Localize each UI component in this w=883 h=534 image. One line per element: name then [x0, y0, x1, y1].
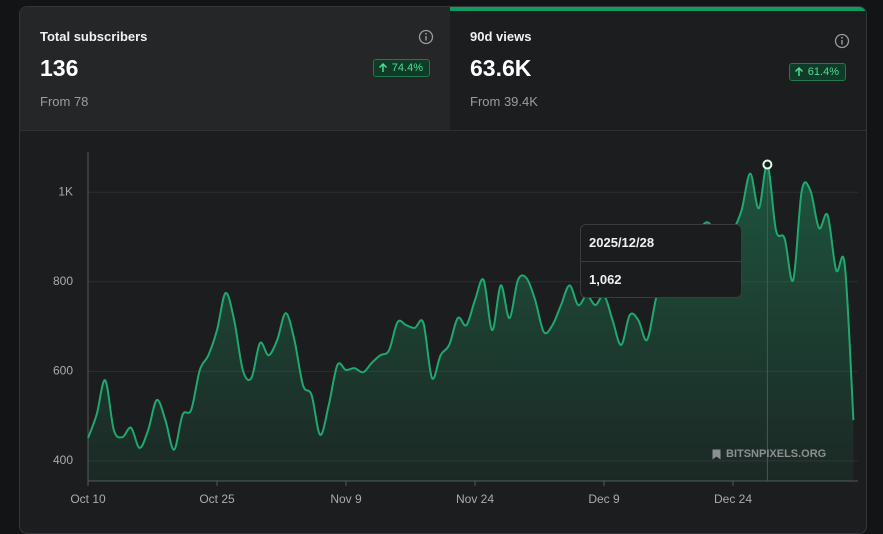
card-from: From 39.4K — [470, 94, 538, 109]
tooltip-date: 2025/12/28 — [589, 235, 655, 250]
change-text: 61.4% — [807, 66, 839, 78]
stat-card[interactable]: 90d views 63.6K From 39.4K 61.4% — [450, 7, 866, 131]
bookmark-icon — [712, 449, 721, 459]
up-arrow — [794, 67, 803, 76]
watermark: BITSNPIXELS.ORG — [712, 448, 826, 460]
up-arrow — [378, 63, 387, 72]
info-icon[interactable] — [418, 29, 434, 45]
watermark-text: BITSNPIXELS.ORG — [726, 448, 827, 460]
change-text: 74.4% — [391, 62, 423, 74]
x-tick-label: Dec 9 — [588, 492, 620, 506]
y-tick-label: 600 — [53, 364, 73, 378]
y-tick-label: 1K — [58, 184, 73, 198]
info-icon[interactable] — [834, 33, 850, 49]
tooltip-value: 1,062 — [581, 261, 741, 298]
y-tick-label: 400 — [53, 453, 73, 467]
tooltip: 2025/12/28 1,062 — [580, 224, 742, 298]
card-title: 90d views — [470, 29, 532, 44]
change-badge: 61.4% — [788, 63, 846, 81]
change-badge: 74.4% — [372, 59, 430, 77]
x-tick-label: Dec 24 — [714, 492, 752, 506]
card-title: Total subscribers — [40, 29, 148, 44]
hover-point — [762, 159, 773, 170]
y-tick-label: 800 — [53, 274, 73, 288]
x-tick-label: Oct 25 — [199, 492, 235, 506]
x-tick-label: Nov 9 — [330, 492, 362, 506]
stat-card[interactable]: Total subscribers 136 From 78 74.4% — [20, 7, 450, 131]
card-value: 63.6K — [470, 55, 532, 81]
x-tick-label: Nov 24 — [456, 492, 494, 506]
area-fill — [88, 164, 854, 481]
card-value: 136 — [40, 55, 79, 81]
card-from: From 78 — [40, 94, 89, 109]
x-tick-label: Oct 10 — [70, 492, 106, 506]
